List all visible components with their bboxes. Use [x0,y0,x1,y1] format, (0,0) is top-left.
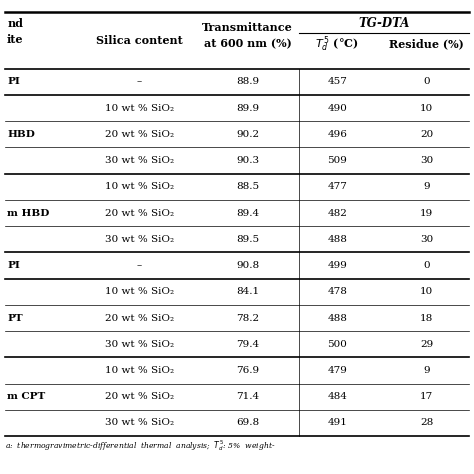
Text: 17: 17 [420,392,433,401]
Text: Residue (%): Residue (%) [389,38,464,50]
Text: 478: 478 [327,287,347,296]
Text: m HBD: m HBD [7,209,49,218]
Text: 88.9: 88.9 [236,77,259,86]
Text: PI: PI [7,261,20,270]
Text: 10: 10 [420,287,433,296]
Text: 30 wt % SiO₂: 30 wt % SiO₂ [105,235,173,244]
Text: –: – [137,261,142,270]
Text: –: – [137,77,142,86]
Text: 20: 20 [420,130,433,139]
Text: TG-DTA: TG-DTA [359,17,410,30]
Text: 89.9: 89.9 [236,104,259,113]
Text: 9: 9 [423,182,430,191]
Text: Silica content: Silica content [96,35,182,46]
Text: 30: 30 [420,235,433,244]
Text: ite: ite [7,34,24,45]
Text: Transmittance: Transmittance [202,22,293,33]
Text: m CPT: m CPT [7,392,46,401]
Text: 484: 484 [327,392,347,401]
Text: 488: 488 [327,235,347,244]
Text: 20 wt % SiO₂: 20 wt % SiO₂ [105,313,173,322]
Text: 90.8: 90.8 [236,261,259,270]
Text: 10 wt % SiO₂: 10 wt % SiO₂ [105,182,173,191]
Text: a:  thermogravimetric-differential  thermal  analysis;  $T_d^5$: 5%  weight-: a: thermogravimetric-differential therma… [5,438,275,453]
Text: 479: 479 [327,366,347,375]
Text: 0: 0 [423,77,430,86]
Text: 19: 19 [420,209,433,218]
Text: 89.4: 89.4 [236,209,259,218]
Text: 10: 10 [420,104,433,113]
Text: 71.4: 71.4 [236,392,259,401]
Text: 10 wt % SiO₂: 10 wt % SiO₂ [105,287,173,296]
Text: 30 wt % SiO₂: 30 wt % SiO₂ [105,156,173,165]
Text: 482: 482 [327,209,347,218]
Text: $T_d^{\,5}$ (°C): $T_d^{\,5}$ (°C) [315,34,359,54]
Text: at 600 nm (%): at 600 nm (%) [204,38,292,50]
Text: 457: 457 [327,77,347,86]
Text: 509: 509 [327,156,347,165]
Text: 477: 477 [327,182,347,191]
Text: 10 wt % SiO₂: 10 wt % SiO₂ [105,104,173,113]
Text: 491: 491 [327,419,347,428]
Text: 490: 490 [327,104,347,113]
Text: 90.3: 90.3 [236,156,259,165]
Text: 499: 499 [327,261,347,270]
Text: 20 wt % SiO₂: 20 wt % SiO₂ [105,130,173,139]
Text: 90.2: 90.2 [236,130,259,139]
Text: 496: 496 [327,130,347,139]
Text: nd: nd [7,18,23,29]
Text: 500: 500 [327,340,347,349]
Text: 30 wt % SiO₂: 30 wt % SiO₂ [105,419,173,428]
Text: 30: 30 [420,156,433,165]
Text: PT: PT [7,313,23,322]
Text: 88.5: 88.5 [236,182,259,191]
Text: 79.4: 79.4 [236,340,259,349]
Text: HBD: HBD [7,130,35,139]
Text: 20 wt % SiO₂: 20 wt % SiO₂ [105,209,173,218]
Text: 89.5: 89.5 [236,235,259,244]
Text: 20 wt % SiO₂: 20 wt % SiO₂ [105,392,173,401]
Text: 29: 29 [420,340,433,349]
Text: 18: 18 [420,313,433,322]
Text: 488: 488 [327,313,347,322]
Text: 10 wt % SiO₂: 10 wt % SiO₂ [105,366,173,375]
Text: PI: PI [7,77,20,86]
Text: 30 wt % SiO₂: 30 wt % SiO₂ [105,340,173,349]
Text: 28: 28 [420,419,433,428]
Text: 76.9: 76.9 [236,366,259,375]
Text: 78.2: 78.2 [236,313,259,322]
Text: 9: 9 [423,366,430,375]
Text: 0: 0 [423,261,430,270]
Text: 84.1: 84.1 [236,287,259,296]
Text: 69.8: 69.8 [236,419,259,428]
